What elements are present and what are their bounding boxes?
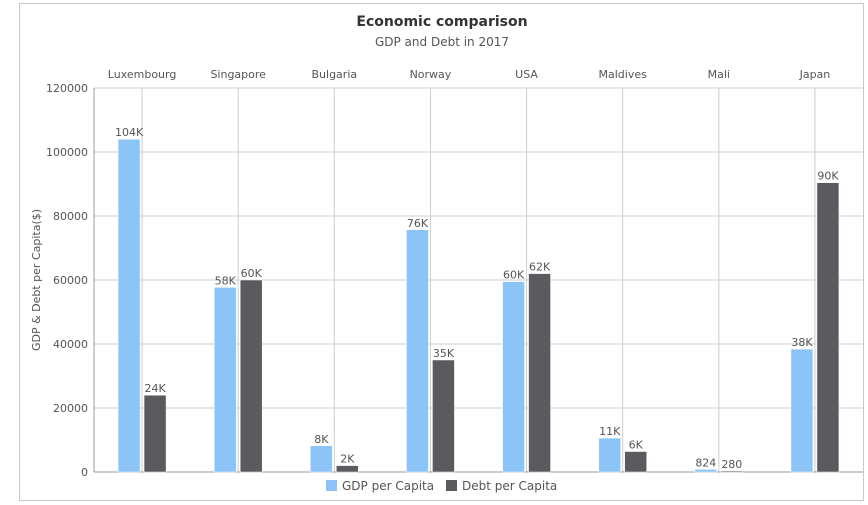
category-label: Maldives: [599, 68, 648, 81]
bar-debt[interactable]: [624, 451, 647, 473]
y-tick-label: 100000: [46, 146, 88, 159]
data-label: 11K: [599, 425, 621, 438]
bar-gdp[interactable]: [790, 348, 814, 473]
labels: 0 20000 40000 60000 80000 100000 120000 Luxembo…: [46, 68, 839, 479]
bar-gdp[interactable]: [502, 281, 525, 473]
data-label: 280: [721, 458, 742, 471]
data-label: 58K: [215, 274, 237, 287]
bar-gdp[interactable]: [310, 445, 333, 473]
data-label: 6K: [629, 439, 644, 452]
data-label: 2K: [340, 453, 355, 466]
data-label: 60K: [241, 267, 263, 280]
y-axis-label: GDP & Debt per Capita($): [30, 209, 43, 351]
bar-debt[interactable]: [720, 470, 744, 473]
y-tick-label: 20000: [53, 402, 88, 415]
legend-label[interactable]: Debt per Capita: [462, 479, 557, 493]
data-label: 35K: [433, 347, 455, 360]
category-label: Mali: [708, 68, 730, 81]
legend-swatch[interactable]: [326, 480, 337, 491]
bar-gdp[interactable]: [213, 287, 237, 473]
bar-gdp[interactable]: [117, 138, 141, 473]
bar-debt[interactable]: [816, 182, 840, 473]
bar-gdp[interactable]: [406, 229, 429, 473]
legend: GDP per Capita Debt per Capita: [326, 479, 557, 493]
chart-title: Economic comparison: [356, 14, 527, 30]
legend-label[interactable]: GDP per Capita: [342, 479, 434, 493]
category-label: Japan: [799, 68, 831, 81]
grid-lines: [93, 87, 863, 473]
bar-debt[interactable]: [432, 359, 455, 473]
bar-debt[interactable]: [239, 279, 263, 473]
y-tick-label: 80000: [53, 210, 88, 223]
data-label: 24K: [144, 382, 166, 395]
category-label: Norway: [410, 68, 452, 81]
chart-subtitle: GDP and Debt in 2017: [375, 35, 509, 49]
bar-debt[interactable]: [143, 394, 167, 473]
category-label: Bulgaria: [312, 68, 358, 81]
y-tick-label: 40000: [53, 338, 88, 351]
data-label: 76K: [407, 217, 429, 230]
data-label: 90K: [817, 170, 839, 183]
data-label: 60K: [503, 269, 525, 282]
bar-gdp[interactable]: [694, 469, 718, 473]
bars: [117, 138, 840, 473]
legend-swatch[interactable]: [446, 480, 457, 491]
data-label: 824: [695, 456, 716, 469]
category-label: USA: [515, 68, 538, 81]
bar-gdp[interactable]: [598, 437, 621, 473]
bar-debt[interactable]: [336, 465, 359, 473]
data-label: 38K: [791, 336, 813, 349]
data-label: 62K: [529, 261, 551, 274]
data-label: 8K: [314, 433, 329, 446]
bar-debt[interactable]: [528, 273, 551, 473]
data-label: 104K: [115, 126, 144, 139]
y-tick-label: 0: [81, 466, 88, 479]
category-label: Luxembourg: [108, 68, 177, 81]
y-tick-label: 60000: [53, 274, 88, 287]
y-tick-label: 120000: [46, 82, 88, 95]
category-label: Singapore: [210, 68, 266, 81]
